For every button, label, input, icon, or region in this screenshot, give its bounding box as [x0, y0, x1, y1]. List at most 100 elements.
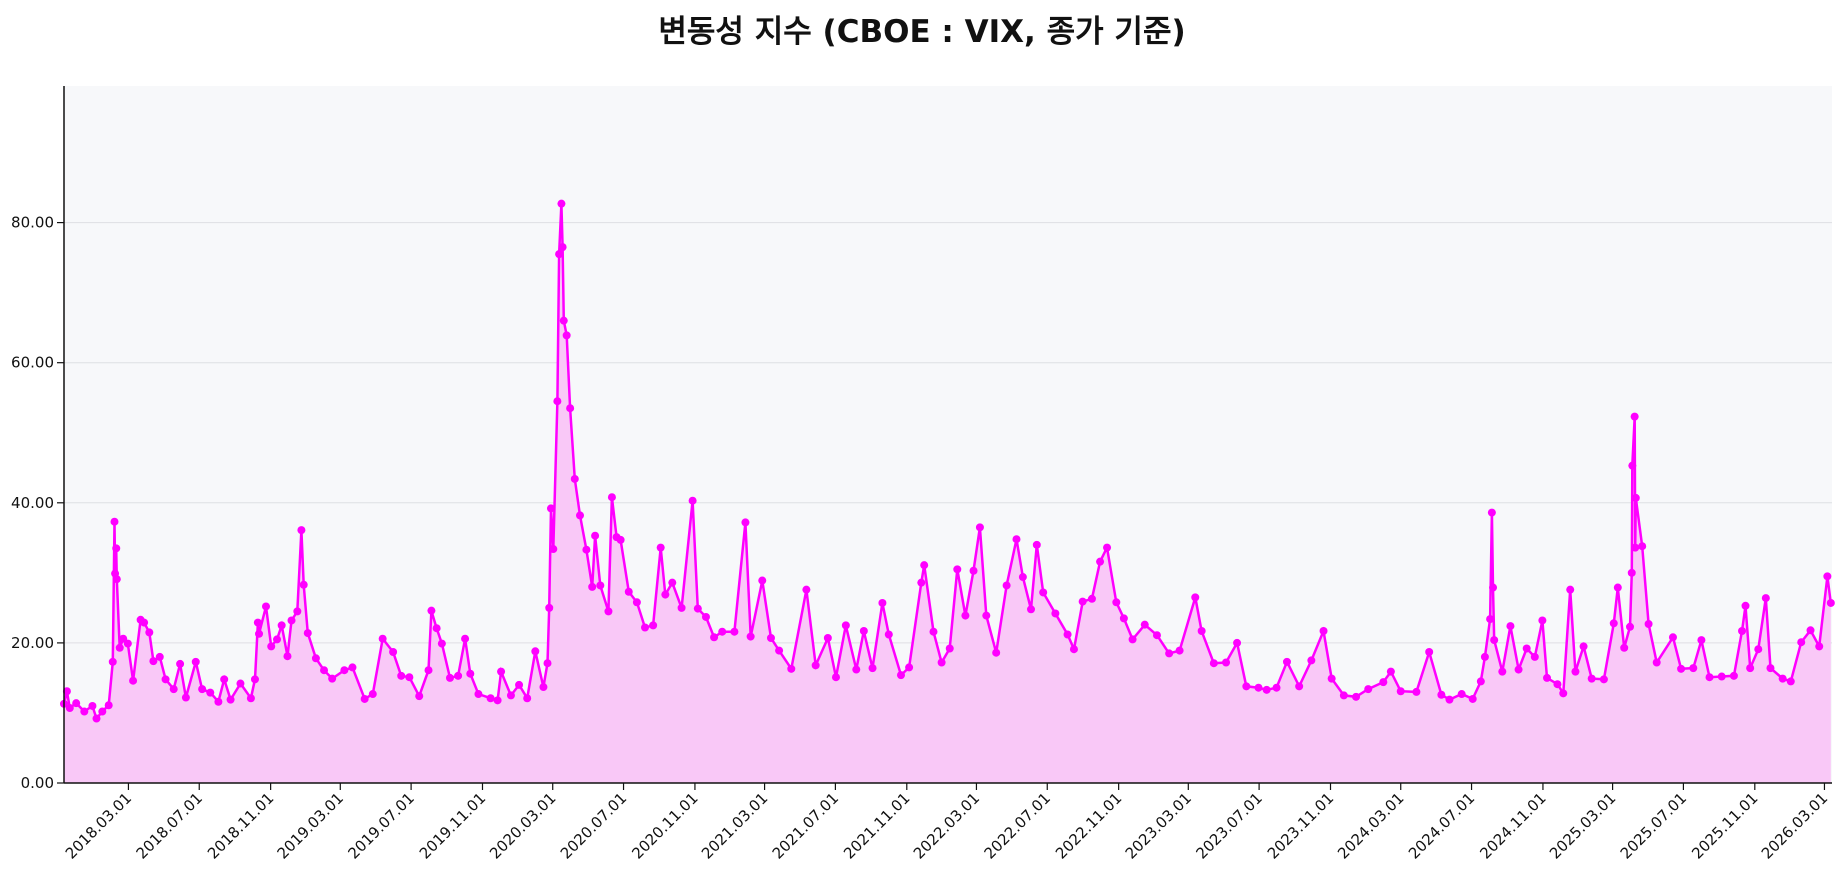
data-point: [1379, 678, 1388, 687]
data-point: [1307, 656, 1316, 665]
data-point: [299, 580, 308, 589]
data-point: [1063, 630, 1072, 639]
data-point: [1222, 658, 1231, 667]
data-point: [98, 707, 107, 716]
y-ticks: 0.00 20.00 40.00 60.00 80.00: [11, 214, 64, 792]
data-point: [445, 673, 454, 682]
data-point: [624, 587, 633, 596]
data-point: [1571, 667, 1580, 676]
data-point: [641, 623, 650, 632]
data-point: [1815, 642, 1824, 651]
data-point: [1165, 649, 1174, 658]
x-tick-label: 2021.03.01: [698, 789, 771, 862]
data-point: [576, 511, 585, 520]
data-point: [878, 598, 887, 607]
data-point: [787, 664, 796, 673]
data-point: [852, 665, 861, 674]
data-point: [1626, 622, 1635, 631]
data-point: [831, 673, 840, 682]
data-point: [1254, 683, 1263, 692]
data-point: [929, 627, 938, 636]
data-point: [545, 603, 554, 612]
data-point: [1175, 646, 1184, 655]
x-ticks: 2018.03.012018.07.012018.11.012019.03.01…: [62, 783, 1831, 863]
data-point: [181, 693, 190, 702]
data-point: [474, 690, 483, 699]
data-point: [1506, 622, 1515, 631]
data-point: [176, 659, 185, 668]
data-point: [1480, 652, 1489, 661]
data-point: [1613, 583, 1622, 592]
data-point: [937, 658, 946, 667]
data-point: [1128, 635, 1137, 644]
data-point: [360, 694, 369, 703]
data-point: [198, 685, 207, 694]
data-point: [1631, 493, 1640, 502]
data-point: [112, 544, 121, 553]
data-point: [1644, 619, 1653, 628]
x-tick-label: 2018.03.01: [62, 789, 135, 862]
data-point: [823, 633, 832, 642]
data-point: [1627, 568, 1636, 577]
data-point: [920, 561, 929, 570]
data-point: [145, 628, 154, 637]
data-point: [88, 701, 97, 710]
data-point: [758, 576, 767, 585]
data-point: [710, 633, 719, 642]
data-point: [570, 474, 579, 483]
data-point: [1543, 673, 1552, 682]
data-point: [1689, 664, 1698, 673]
data-point: [1027, 605, 1036, 614]
data-point: [437, 639, 446, 648]
data-point: [1425, 648, 1434, 657]
data-point: [432, 624, 441, 633]
data-point: [287, 616, 296, 625]
data-point: [1242, 682, 1251, 691]
x-tick-label: 2026.03.01: [1758, 789, 1831, 862]
data-point: [953, 565, 962, 574]
data-point: [656, 543, 665, 552]
data-point: [283, 652, 292, 661]
x-tick-label: 2023.03.01: [1122, 789, 1195, 862]
data-point: [531, 647, 540, 656]
data-point: [868, 664, 877, 673]
y-tick-label: 80.00: [11, 214, 54, 232]
x-tick-label: 2018.07.01: [133, 789, 206, 862]
data-point: [1032, 540, 1041, 549]
y-tick-label: 60.00: [11, 354, 54, 372]
y-tick-label: 0.00: [21, 774, 54, 792]
data-point: [191, 657, 200, 666]
data-point: [1638, 542, 1647, 551]
x-tick-label: 2024.11.01: [1476, 789, 1549, 862]
data-point: [1579, 642, 1588, 651]
data-point: [1489, 583, 1498, 592]
data-point: [1677, 664, 1686, 673]
data-point: [1620, 643, 1629, 652]
x-tick-label: 2021.07.01: [769, 789, 842, 862]
x-tick-label: 2025.07.01: [1617, 789, 1690, 862]
data-point: [1766, 664, 1775, 673]
data-point: [555, 250, 564, 259]
data-point: [701, 612, 710, 621]
data-point: [559, 316, 568, 325]
data-point: [1486, 615, 1495, 624]
data-point: [1197, 626, 1206, 635]
data-point: [546, 504, 555, 513]
data-point: [1468, 694, 1477, 703]
data-point: [775, 646, 784, 655]
data-point: [905, 663, 914, 672]
data-point: [1668, 633, 1677, 642]
data-markers: [60, 199, 1835, 723]
data-point: [1437, 690, 1446, 699]
data-point: [311, 654, 320, 663]
x-tick-label: 2025.11.01: [1688, 789, 1761, 862]
data-point: [917, 578, 926, 587]
data-point: [992, 648, 1001, 657]
data-point: [1628, 461, 1637, 470]
data-point: [515, 680, 524, 689]
x-tick-label: 2020.07.01: [557, 789, 630, 862]
data-point: [261, 602, 270, 611]
data-point: [424, 666, 433, 675]
data-point: [1738, 626, 1747, 635]
